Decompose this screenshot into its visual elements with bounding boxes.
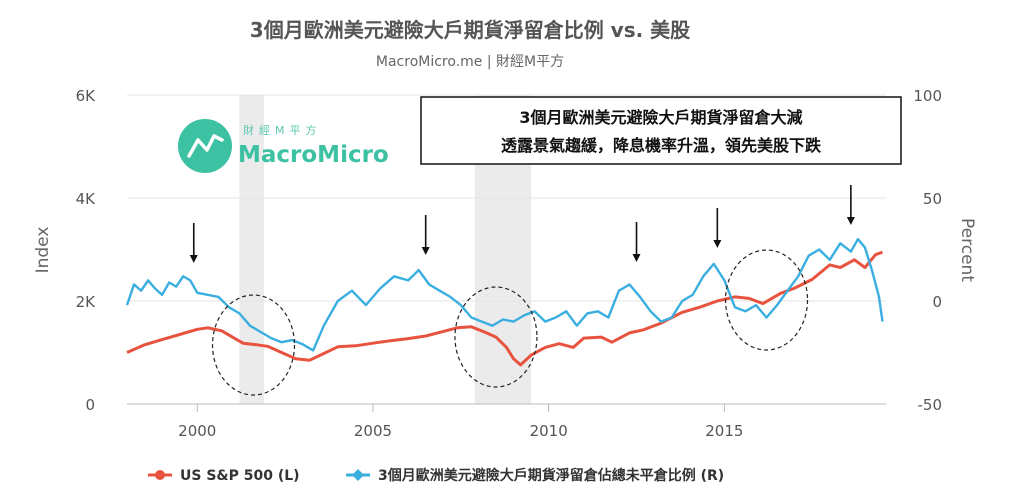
arrow-head xyxy=(632,254,641,262)
x-tick-label: 2005 xyxy=(354,422,392,440)
right-tick-label: -50 xyxy=(918,396,943,414)
highlight-circle xyxy=(211,294,296,396)
logo-trend-icon xyxy=(187,134,224,158)
legend: US S&P 500 (L) 3個月歐洲美元避險大戶期貨淨留倉佔總未平倉比例 (R… xyxy=(148,467,724,484)
series-lines xyxy=(125,237,884,367)
logo-big-text: MacroMicro xyxy=(238,142,389,168)
highlight-circle xyxy=(724,249,809,351)
down-arrow-icon xyxy=(421,215,430,255)
down-arrow-icon xyxy=(713,208,722,248)
down-arrow-icon xyxy=(632,222,641,262)
axes: 0 2K 4K 6K -50 0 50 100 2000 2005 2010 2015 xyxy=(76,87,942,440)
down-arrow-icon xyxy=(846,185,855,225)
legend-label: US S&P 500 (L) xyxy=(180,468,300,484)
arrow-head xyxy=(846,217,855,225)
annotation-line-2: 透露景氣趨緩，降息機率升溫，領先美股下跌 xyxy=(501,136,822,155)
left-tick-label: 4K xyxy=(76,190,97,208)
left-axis-title: Index xyxy=(33,227,53,274)
right-tick-label: 100 xyxy=(913,87,942,105)
legend-marker-icon xyxy=(352,469,364,481)
right-axis-title: Percent xyxy=(957,218,977,282)
down-arrow-icon xyxy=(189,223,198,263)
right-tick-label: 50 xyxy=(923,190,942,208)
legend-label: 3個月歐洲美元避險大戶期貨淨留倉佔總未平倉比例 (R) xyxy=(378,467,724,484)
recession-band xyxy=(239,95,265,404)
chart-title: 3個月歐洲美元避險大戶期貨淨留倉比例 vs. 美股 xyxy=(250,18,690,42)
arrow-head xyxy=(189,255,198,263)
left-tick-label: 2K xyxy=(76,293,97,311)
left-tick-label: 6K xyxy=(76,87,97,105)
x-tick-label: 2010 xyxy=(530,422,568,440)
macromicro-logo: 財經M平方 MacroMicro xyxy=(178,119,389,173)
eurodollar-line xyxy=(125,237,884,352)
x-tick-label: 2000 xyxy=(178,422,216,440)
annotation-line-1: 3個月歐洲美元避險大戶期貨淨留倉大減 xyxy=(519,108,802,127)
highlight-circles xyxy=(211,249,809,396)
logo-small-text: 財經M平方 xyxy=(243,123,322,137)
right-tick-label: 0 xyxy=(932,293,942,311)
legend-marker-icon xyxy=(155,470,165,480)
annotation-box: 3個月歐洲美元避險大戶期貨淨留倉大減 透露景氣趨緩，降息機率升溫，領先美股下跌 xyxy=(420,96,902,165)
x-tick-label: 2015 xyxy=(705,422,743,440)
arrow-head xyxy=(421,247,430,255)
highlight-circle xyxy=(454,286,538,388)
down-arrows xyxy=(189,185,855,263)
annotation-frame xyxy=(420,96,902,165)
arrow-head xyxy=(713,240,722,248)
sp500-line xyxy=(126,250,884,367)
left-tick-label: 0 xyxy=(85,396,95,414)
chart-subtitle: MacroMicro.me | 財經M平方 xyxy=(376,54,564,70)
